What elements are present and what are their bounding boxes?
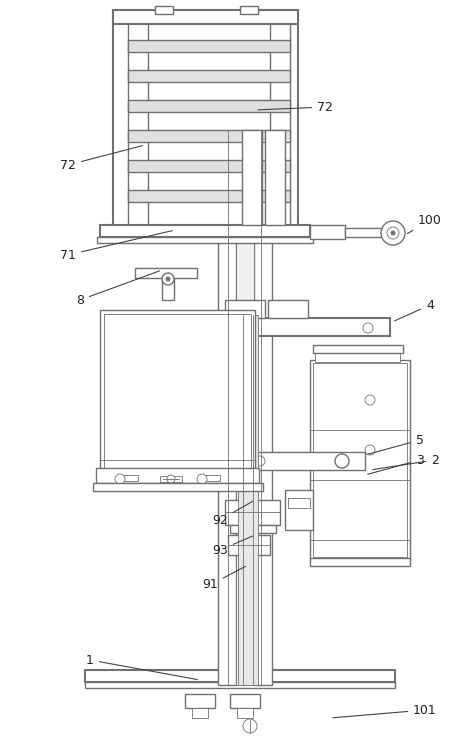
Bar [237,708,252,718]
Text: 71: 71 [60,231,172,261]
Text: 101: 101 [332,703,436,718]
Bar [230,694,259,708]
Bar [309,558,409,566]
Bar [309,225,344,239]
Bar [218,130,236,685]
Bar [313,345,402,353]
Bar [192,708,207,718]
Circle shape [243,719,257,733]
Bar [213,120,239,132]
Bar [284,490,313,530]
Bar [309,360,409,560]
Bar [253,130,271,685]
Bar [100,225,309,237]
Circle shape [380,221,404,245]
Bar [227,535,269,555]
Bar [128,130,289,142]
Bar [118,475,138,481]
Bar [128,70,289,82]
Bar [100,310,255,475]
Bar [242,130,262,225]
Bar [288,498,309,508]
Bar [96,468,258,483]
Circle shape [390,231,394,235]
Bar [200,475,219,481]
Bar [212,115,242,122]
Bar [128,160,289,172]
Circle shape [233,458,239,464]
Bar [128,190,289,202]
Bar [104,314,250,471]
Bar [185,694,214,708]
Circle shape [364,445,374,455]
Bar [239,6,257,14]
Bar [210,452,364,470]
Circle shape [364,395,374,405]
Bar [85,670,394,682]
Circle shape [386,227,398,239]
Text: 91: 91 [202,566,245,591]
Bar [344,228,382,237]
Bar [268,300,307,318]
Text: 72: 72 [60,145,142,171]
Circle shape [115,474,125,484]
Bar [250,120,271,132]
Circle shape [162,273,174,285]
Text: 8: 8 [76,271,159,306]
Bar [236,130,253,685]
Bar [162,278,174,300]
Circle shape [167,475,175,483]
Bar [313,363,406,557]
Bar [247,115,271,122]
Circle shape [334,454,348,468]
Bar [97,237,313,243]
Bar [113,10,297,24]
Text: 1: 1 [86,654,197,680]
Bar [225,500,279,525]
Text: 100: 100 [407,213,441,233]
Text: 5: 5 [367,433,423,455]
Bar [128,12,148,227]
Bar [314,352,399,362]
Bar [160,476,181,482]
Bar [264,130,284,225]
Text: 3: 3 [367,453,423,475]
Text: 2: 2 [372,453,438,469]
Circle shape [166,277,169,281]
Circle shape [362,323,372,333]
Bar [113,12,297,227]
Bar [269,12,289,227]
Circle shape [219,456,230,466]
Circle shape [255,456,264,466]
Bar [85,682,394,688]
Bar [225,300,264,318]
Bar [194,318,389,336]
Bar [128,100,289,112]
Bar [155,6,173,14]
Circle shape [197,474,206,484]
Bar [238,315,257,685]
Bar [230,525,275,533]
Text: 93: 93 [212,536,252,556]
Text: 92: 92 [212,501,252,526]
Text: 72: 72 [257,100,332,114]
Bar [128,40,289,52]
Bar [135,268,197,278]
Text: 4: 4 [394,298,433,321]
Bar [93,483,263,491]
